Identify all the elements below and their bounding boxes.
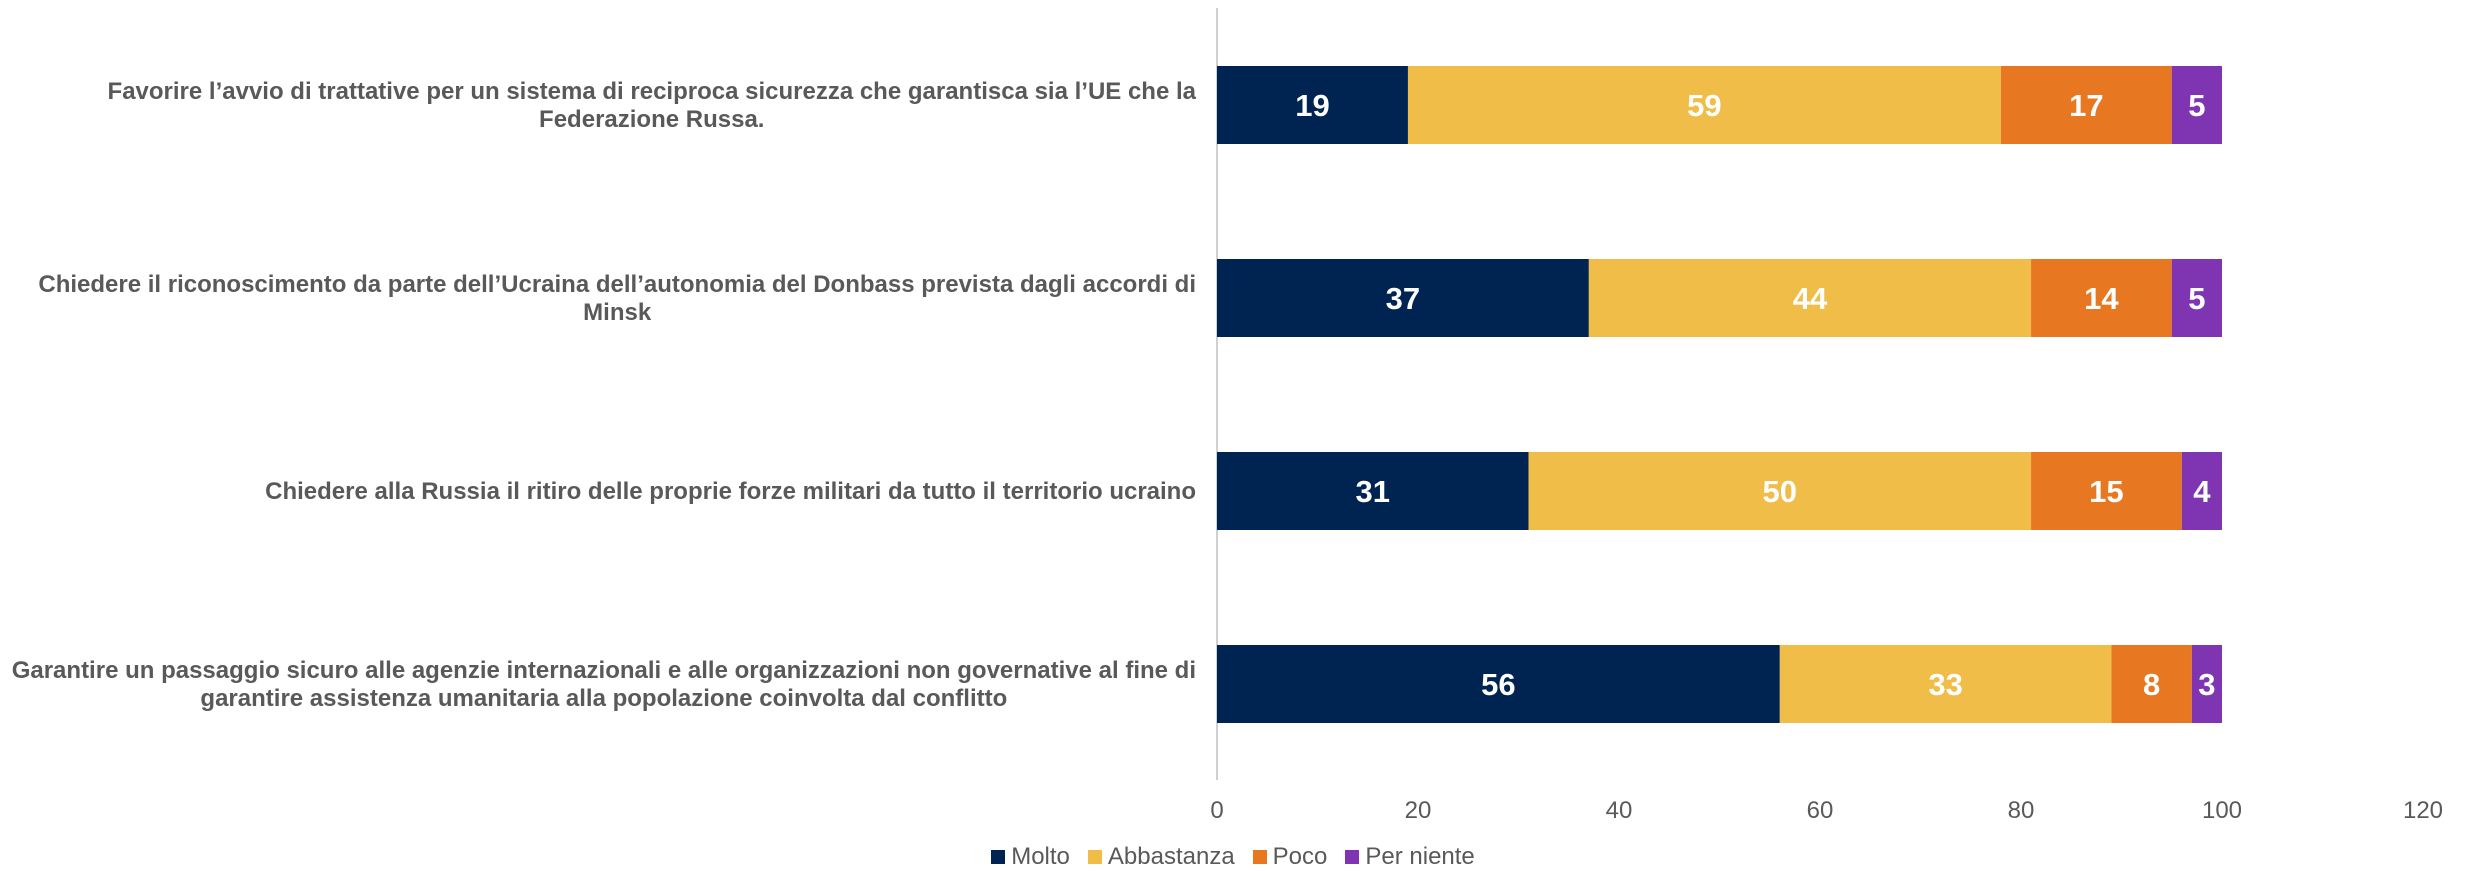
bar-segment-poco — [2111, 645, 2192, 723]
bar-segment-per-niente — [2181, 452, 2222, 530]
bar-segment-molto — [1217, 645, 1780, 723]
tick-label: 0 — [1210, 797, 1223, 824]
data-label: 31 — [1356, 474, 1390, 509]
data-label: 15 — [2089, 474, 2123, 509]
bar-segments: 19 59 17 5 37 44 14 5 31 50 15 4 56 33 8 3 — [1217, 66, 2222, 723]
bar-segment-per-niente — [2191, 645, 2222, 723]
legend-label: Poco — [1272, 843, 1328, 870]
tick-label: 120 — [2403, 797, 2443, 824]
category-label: Garantire un passaggio sicuro alle agenz… — [12, 657, 1196, 712]
bar-segment-abbastanza — [1407, 66, 2001, 144]
bar-segment-abbastanza — [1779, 645, 2112, 723]
data-label: 3 — [2198, 667, 2215, 702]
legend-label: Abbastanza — [1107, 843, 1235, 870]
legend-swatch — [991, 850, 1006, 864]
legend: Molto Abbastanza Poco Per niente — [0, 843, 2466, 871]
legend-item: Abbastanza — [1087, 843, 1235, 871]
legend-item: Per niente — [1345, 843, 1475, 871]
data-label: 5 — [2188, 281, 2205, 316]
category-label: Chiedere alla Russia il ritiro delle pro… — [265, 478, 1196, 505]
legend-label: Molto — [1011, 843, 1070, 870]
tick-label: 60 — [1807, 797, 1834, 824]
legend-label: Per niente — [1365, 843, 1475, 870]
bar-segment-per-niente — [2171, 259, 2222, 337]
data-label: 44 — [1793, 281, 1828, 316]
category-labels: Favorire l’avvio di trattative per un si… — [12, 78, 1197, 712]
bar-segment-abbastanza — [1588, 259, 2032, 337]
legend-item: Poco — [1252, 843, 1328, 871]
bar-segment-per-niente — [2171, 66, 2222, 144]
tick-label: 40 — [1606, 797, 1633, 824]
bar-segment-poco — [2031, 259, 2172, 337]
data-label: 19 — [1295, 88, 1329, 123]
data-label: 5 — [2188, 88, 2205, 123]
category-label: Favorire l’avvio di trattative per un si… — [108, 78, 1197, 133]
legend-swatch — [1252, 850, 1267, 864]
data-label: 59 — [1687, 88, 1721, 123]
data-label: 17 — [2069, 88, 2103, 123]
category-label: Chiedere il riconoscimento da parte dell… — [38, 271, 1196, 326]
bar-segment-molto — [1217, 66, 1408, 144]
bar-segment-molto — [1217, 452, 1529, 530]
data-label: 33 — [1928, 667, 1962, 702]
bar-segment-abbastanza — [1528, 452, 2032, 530]
data-label: 14 — [2084, 281, 2119, 316]
bar-segment-poco — [2031, 452, 2182, 530]
x-axis-tick-labels: 0 20 40 60 80 100 120 — [1210, 797, 2443, 824]
bar-segment-molto — [1217, 259, 1589, 337]
data-label: 8 — [2143, 667, 2160, 702]
data-label: 37 — [1386, 281, 1420, 316]
data-label: 50 — [1763, 474, 1797, 509]
tick-label: 20 — [1405, 797, 1432, 824]
data-label: 56 — [1481, 667, 1515, 702]
legend-swatch — [1087, 850, 1102, 864]
legend-item: Molto — [991, 843, 1070, 871]
data-label: 4 — [2193, 474, 2211, 509]
tick-label: 100 — [2202, 797, 2242, 824]
tick-label: 80 — [2008, 797, 2035, 824]
legend-swatch — [1345, 850, 1360, 864]
bar-segment-poco — [2000, 66, 2172, 144]
